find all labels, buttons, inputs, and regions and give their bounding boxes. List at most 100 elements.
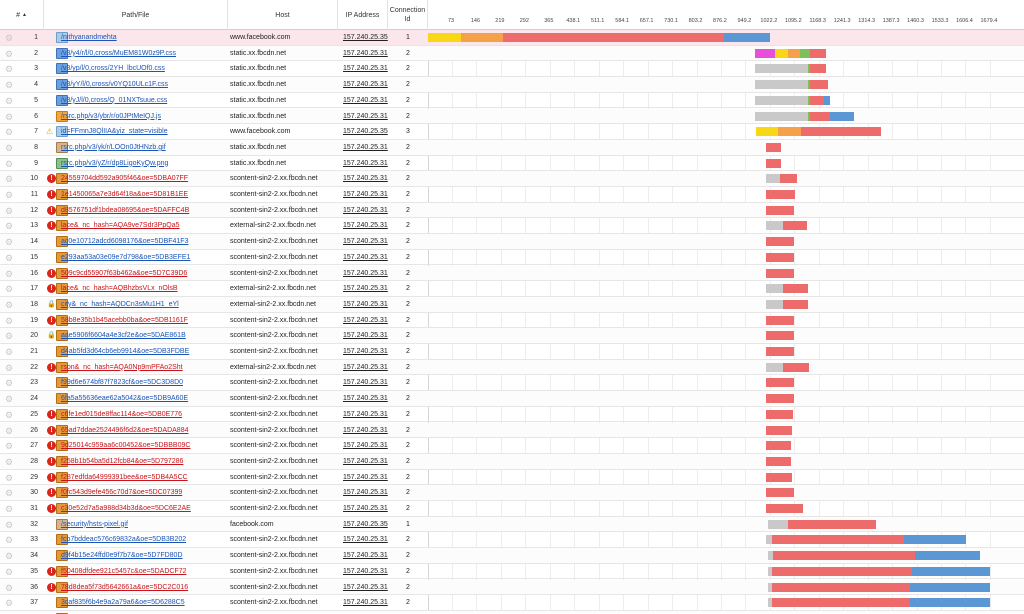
request-path-link[interactable]: 58b8e35b1b45acebb0ba&oe=5DB1161F: [61, 316, 188, 324]
waterfall-bar-wait[interactable]: [788, 519, 876, 529]
waterfall-bar-receive[interactable]: [912, 566, 990, 576]
waterfall-bar-blocked[interactable]: [766, 299, 783, 309]
waterfall-bar-wait[interactable]: [766, 425, 792, 435]
waterfall-bar-send[interactable]: [808, 64, 810, 74]
waterfall-bar-blocked[interactable]: [768, 598, 772, 608]
row-options-gear-icon[interactable]: ⚙: [5, 551, 14, 562]
request-ip-link[interactable]: 157.240.25.31: [343, 410, 388, 418]
request-path-link[interactable]: ac0e10712adcd6098176&oe=5DBF41F3: [61, 238, 189, 246]
waterfall-bar-wait[interactable]: [773, 551, 915, 561]
table-row[interactable]: ⚙ 37 3caf835f6b4e9a2a79a6&oe=5D6288C5 scont…: [0, 595, 1024, 611]
table-row[interactable]: ⚙ 30! f0fc543d9efe456c70d7&oe=5DC07399 scon…: [0, 485, 1024, 501]
request-ip-link[interactable]: 157.240.25.31: [343, 505, 388, 512]
request-ip-link[interactable]: 157.240.25.31: [343, 379, 388, 387]
request-ip-link[interactable]: 157.240.25.31: [343, 112, 388, 120]
table-row[interactable]: ⚙ 18 🔒 city&_nc_hash=AQDCn3sMu1H1_eYl extern…: [0, 296, 1024, 313]
request-ip-link[interactable]: 157.240.25.31: [343, 191, 388, 198]
row-options-gear-icon[interactable]: ⚙: [5, 347, 14, 357]
table-row[interactable]: ⚙ 11! 1e1450065a7e3d64f18a&oe=5D81B1EE scon…: [0, 187, 1024, 203]
request-path-link[interactable]: /v3/y4/r/l/0,cross/MuEM81W0z9P.css: [61, 49, 177, 57]
waterfall-bar-wait[interactable]: [766, 268, 794, 278]
table-row[interactable]: ⚙ 19! 58b8e35b1b45acebb0ba&oe=5DB1161F scon…: [0, 313, 1024, 329]
row-options-gear-icon[interactable]: ⚙: [5, 268, 14, 279]
table-row[interactable]: ⚙ 7 ⚠ id=FFmnJ8QlIIA&yiz_state=visible www.f…: [0, 124, 1024, 140]
request-path-link[interactable]: d8576751df1bdea08695&oe=5DAFFC4B: [61, 206, 190, 214]
table-row[interactable]: ⚙ 34 d9f4b15e24ffd0e9f7b7&oe=5D7FD80D scont…: [0, 548, 1024, 564]
row-options-gear-icon[interactable]: ⚙: [5, 488, 14, 499]
request-ip-link[interactable]: 157.240.25.31: [343, 300, 388, 308]
row-options-gear-icon[interactable]: ⚙: [5, 190, 14, 200]
table-row[interactable]: ⚙ 36! 78d8dea5f73d5642661a&oe=5DC2C016 scon…: [0, 579, 1024, 596]
row-options-gear-icon[interactable]: ⚙: [5, 80, 14, 91]
row-options-gear-icon[interactable]: ⚙: [5, 566, 14, 577]
waterfall-bar-blocked[interactable]: [766, 535, 772, 545]
waterfall-bar-wait[interactable]: [772, 582, 910, 592]
request-ip-link[interactable]: 157.240.25.31: [343, 238, 388, 246]
waterfall-bar-receive[interactable]: [910, 598, 990, 608]
table-row[interactable]: ⚙ 22! rson&_nc_hash=AQA0Np9mPFAo2Sht extern…: [0, 359, 1024, 376]
request-ip-link[interactable]: 157.240.25.35: [343, 128, 388, 136]
table-row[interactable]: ⚙ 24 6fa5a55636eae62a5042&oe=5DB9A60E scont…: [0, 391, 1024, 407]
request-path-link[interactable]: aae5906f6604a4e3cf2e&oe=5DAE861B: [61, 332, 186, 340]
waterfall-bar-wait[interactable]: [772, 535, 904, 545]
request-path-link[interactable]: rsrc.php/v3/yZ/r/dp8LigoKyQw.png: [61, 159, 169, 167]
request-ip-link[interactable]: 157.240.25.31: [343, 222, 388, 230]
table-row[interactable]: ⚙ 28! f258b1b54ba5d12fcb84&oe=5D797286 scon…: [0, 453, 1024, 470]
row-options-gear-icon[interactable]: ⚙: [5, 409, 14, 420]
request-ip-link[interactable]: 157.240.25.31: [343, 473, 388, 481]
row-options-gear-icon[interactable]: ⚙: [5, 504, 14, 514]
request-ip-link[interactable]: 157.240.25.31: [343, 332, 388, 340]
request-ip-link[interactable]: 157.240.25.31: [343, 253, 388, 261]
table-row[interactable]: ⚙ 17! lace&_nc_hash=AQBhzbsVLx_nOlsB extern…: [0, 281, 1024, 297]
row-options-gear-icon[interactable]: ⚙: [5, 142, 14, 153]
table-row[interactable]: ⚙ 25! c6fe1ed015de8ffac114&oe=5DB0E776 scon…: [0, 407, 1024, 423]
waterfall-bar-receive[interactable]: [830, 111, 854, 121]
request-path-link[interactable]: d9f4b15e24ffd0e9f7b7&oe=5D7FD80D: [61, 552, 183, 560]
row-options-gear-icon[interactable]: ⚙: [5, 299, 14, 310]
request-ip-link[interactable]: 157.240.25.31: [343, 583, 388, 591]
waterfall-bar-dns[interactable]: [775, 48, 788, 58]
table-row[interactable]: ⚙ 21 d4ab5fd3d64cb6eb9914&oe=5DB3FDBE scont…: [0, 344, 1024, 360]
request-path-link[interactable]: 1e1450065a7e3d64f18a&oe=5D81B1EE: [61, 191, 189, 198]
waterfall-bar-wait[interactable]: [810, 80, 828, 90]
request-path-link[interactable]: /security/hsts-pixel.gif: [61, 520, 128, 528]
row-options-gear-icon[interactable]: ⚙: [5, 221, 14, 232]
row-options-gear-icon[interactable]: ⚙: [5, 237, 14, 248]
waterfall-bar-wait[interactable]: [810, 64, 826, 74]
request-ip-link[interactable]: 157.240.25.31: [343, 395, 388, 403]
row-options-gear-icon[interactable]: ⚙: [5, 48, 14, 59]
waterfall-bar-dns[interactable]: [756, 127, 778, 137]
request-path-link[interactable]: c30e52d7a5a988d34b3d&oe=5DC6E2AE: [61, 505, 191, 512]
waterfall-bar-receive[interactable]: [904, 535, 966, 545]
waterfall-bar-blocked[interactable]: [768, 519, 788, 529]
waterfall-bar-blocked[interactable]: [755, 80, 808, 90]
waterfall-bar-wait[interactable]: [783, 362, 809, 372]
request-path-link[interactable]: /v3/yp/l/0,cross/2YH_lbcUOf0.css: [61, 65, 165, 73]
table-row[interactable]: ⚙ 10! 24559704dd592a905f46&oe=5DBA07FF scon…: [0, 171, 1024, 187]
request-path-link[interactable]: f0fc543d9efe456c70d7&oe=5DC07399: [61, 489, 183, 497]
table-row[interactable]: ⚙ 15 e293aa53a03e09e7d798&oe=5DB3EFE1 scont…: [0, 250, 1024, 266]
table-row[interactable]: ⚙ 26! 65ad7ddae2524496f6d2&oe=5DADA884 scon…: [0, 422, 1024, 439]
table-row[interactable]: ⚙ 14 ac0e10712adcd6098176&oe=5DBF41F3 scont…: [0, 234, 1024, 250]
waterfall-bar-wait[interactable]: [766, 252, 794, 262]
waterfall-bar-wait[interactable]: [772, 598, 910, 608]
waterfall-bar-connect[interactable]: [778, 127, 801, 137]
table-row[interactable]: ⚙ 23 f99d6e674bf87f7823cf&oe=5DC3D8D0 scont…: [0, 375, 1024, 392]
request-path-link[interactable]: e293aa53a03e09e7d798&oe=5DB3EFE1: [61, 253, 191, 261]
waterfall-bar-wait[interactable]: [766, 347, 794, 356]
request-ip-link[interactable]: 157.240.25.35: [343, 34, 388, 41]
table-row[interactable]: ⚙ 29! f287edfda64999391bee&oe=5DB4A5CC scon…: [0, 470, 1024, 486]
table-row[interactable]: ⚙ 16! 509c9cd55907f63b462a&oe=5D7C39D6 scon…: [0, 265, 1024, 282]
request-path-link[interactable]: id=FFmnJ8QlIIA&yiz_state=visible: [61, 128, 168, 136]
waterfall-bar-dns[interactable]: [428, 33, 461, 42]
request-path-link[interactable]: 65ad7ddae2524496f6d2&oe=5DADA884: [61, 426, 189, 434]
request-path-link[interactable]: f287edfda64999391bee&oe=5DB4A5CC: [61, 473, 188, 481]
row-options-gear-icon[interactable]: ⚙: [5, 33, 14, 43]
row-options-gear-icon[interactable]: ⚙: [5, 315, 14, 326]
request-path-link[interactable]: fcb7bddeac576c69832a&oe=5DB3B202: [61, 536, 187, 544]
waterfall-bar-wait[interactable]: [766, 315, 794, 325]
waterfall-bar-send[interactable]: [800, 48, 810, 58]
request-ip-link[interactable]: 157.240.25.31: [343, 316, 388, 324]
waterfall-bar-blocked[interactable]: [766, 221, 783, 231]
request-ip-link[interactable]: 157.240.25.31: [343, 457, 388, 465]
